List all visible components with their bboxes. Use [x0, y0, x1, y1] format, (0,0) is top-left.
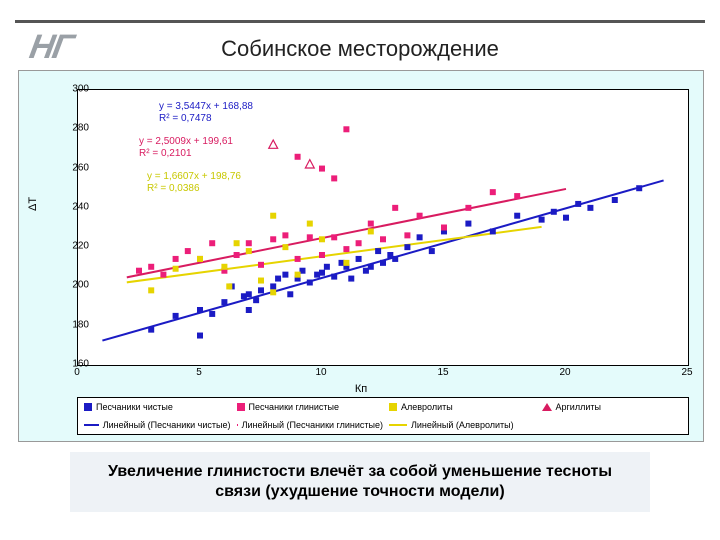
y-tick: 180 [72, 319, 89, 330]
scatter-plot [78, 90, 688, 365]
legend-item: Песчаники чистые [78, 402, 231, 412]
legend-item: Песчаники глинистые [231, 402, 384, 412]
legend: Песчаники чистые Песчаники глинистые Алевр… [77, 397, 689, 435]
x-tick: 10 [315, 367, 326, 378]
regression-equation: y = 1,6607x + 198,76 R² = 0,0386 [147, 171, 241, 195]
legend-label: Песчаники чистые [96, 402, 173, 412]
x-tick: 5 [196, 367, 202, 378]
y-tick: 220 [72, 241, 89, 252]
y-tick: 260 [72, 162, 89, 173]
legend-item: Аргиллиты [536, 402, 689, 412]
legend-item: Линейный (Песчаники чистые) [78, 420, 231, 430]
slide-title: Собинское месторождение [0, 36, 720, 62]
plot-area [77, 89, 689, 366]
regression-equation: y = 3,5447x + 168,88 R² = 0,7478 [159, 101, 253, 125]
legend-label: Линейный (Песчаники глинистые) [242, 420, 383, 430]
legend-item: Линейный (Алевролиты) [383, 420, 536, 430]
legend-label: Песчаники глинистые [249, 402, 340, 412]
legend-label: Линейный (Алевролиты) [411, 420, 514, 430]
y-tick: 300 [72, 84, 89, 95]
y-axis-label: ΔТ [27, 197, 39, 211]
chart-container: ΔТ Кп 1601802002202402602803000510152025… [18, 70, 704, 442]
top-divider [15, 20, 705, 23]
regression-equation: y = 2,5009x + 199,61 R² = 0,2101 [139, 136, 233, 160]
legend-label: Алевролиты [401, 402, 453, 412]
legend-item: Линейный (Песчаники глинистые) [231, 420, 384, 430]
legend-label: Линейный (Песчаники чистые) [103, 420, 231, 430]
x-tick: 15 [437, 367, 448, 378]
legend-label: Аргиллиты [556, 402, 601, 412]
x-tick: 0 [74, 367, 80, 378]
y-tick: 200 [72, 280, 89, 291]
x-tick: 20 [559, 367, 570, 378]
x-tick: 25 [681, 367, 692, 378]
x-axis-label: Кп [355, 383, 367, 395]
caption: Увеличение глинистости влечёт за собой у… [70, 452, 650, 512]
y-tick: 280 [72, 123, 89, 134]
legend-item: Алевролиты [383, 402, 536, 412]
y-tick: 240 [72, 201, 89, 212]
